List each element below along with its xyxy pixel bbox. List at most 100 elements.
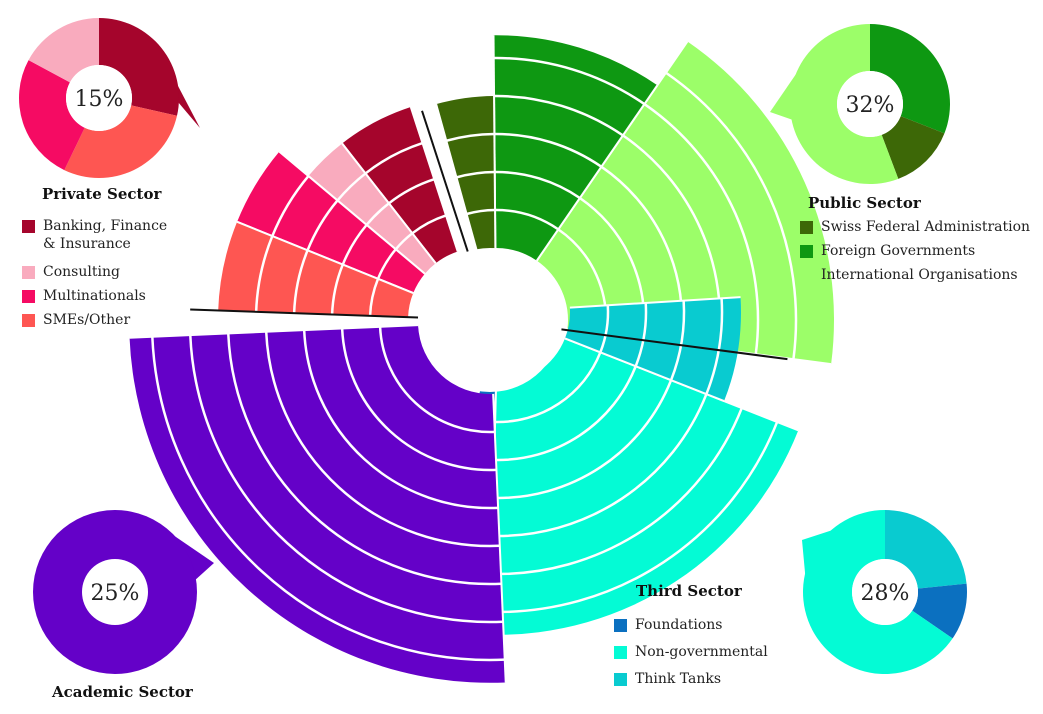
donut-slice-think-tanks — [885, 510, 967, 589]
donut-slice-banking-finance-insurance — [99, 18, 179, 116]
private-sector-legend: Banking, Finance & Insurance Consulting … — [22, 217, 182, 335]
radial-separator — [341, 142, 437, 264]
donut-slice-international-organisations — [790, 24, 899, 184]
sector-share-label: 32% — [846, 93, 895, 118]
sector-share-label: 15% — [75, 87, 124, 112]
ring-separator — [189, 335, 504, 624]
ring-separator — [634, 302, 648, 367]
radial-separator — [535, 84, 659, 262]
sector-boundary — [190, 308, 419, 319]
radial-separator — [278, 150, 426, 275]
sector-share-label: 25% — [91, 581, 140, 606]
ring-separator — [493, 379, 673, 500]
legend-item-multinationals: Multinationals — [22, 287, 182, 305]
sector-boundary — [561, 328, 788, 361]
center-hole — [418, 248, 562, 392]
legend-swatch — [614, 646, 627, 659]
ring-separator — [341, 224, 368, 266]
ring-separator — [330, 264, 344, 315]
sector-private — [218, 106, 459, 319]
donut-hole — [837, 71, 903, 137]
ring-separator — [271, 175, 310, 237]
ring-separator — [292, 249, 309, 314]
legend-swatch — [800, 221, 813, 234]
segment-international-organisations — [536, 41, 834, 365]
polar-chart — [129, 35, 834, 683]
segment-non-governmental — [489, 338, 799, 635]
ring-separator — [493, 56, 646, 106]
legend-swatch — [614, 619, 627, 632]
donut-slice-swiss-federal-administration — [881, 116, 945, 179]
third-sector-title: Third Sector — [636, 582, 742, 600]
legend-label: Banking, Finance & Insurance — [43, 218, 168, 252]
segment-multinationals — [237, 151, 425, 294]
ring-separator — [388, 178, 435, 205]
ring-separator — [492, 393, 708, 538]
legend-item-consulting: Consulting — [22, 263, 182, 281]
ring-separator — [494, 94, 624, 137]
ring-separator — [494, 365, 637, 462]
ring-separator — [302, 330, 499, 510]
legend-item-foreign-gov: Foreign Governments — [800, 242, 1030, 260]
donut-slice-multinationals — [18, 60, 85, 171]
legend-label: Swiss Federal Administration — [821, 219, 1031, 235]
ring-separator — [495, 208, 560, 231]
legend-swatch — [22, 266, 35, 279]
donut-slice-foreign-governments — [870, 24, 950, 134]
legend-label: Consulting — [43, 264, 120, 280]
legend-item-ngo: Non-governmental — [614, 643, 768, 661]
legend-label: Foundations — [635, 617, 723, 633]
ring-separator — [151, 336, 505, 662]
legend-swatch — [614, 673, 627, 686]
ring-separator — [306, 199, 339, 251]
segment-banking-finance-insurance — [342, 106, 458, 264]
legend-item-banking: Banking, Finance & Insurance — [22, 217, 182, 253]
segment-think-tanks — [564, 297, 741, 402]
sector-boundary — [421, 110, 469, 252]
segment-foreign-governments — [493, 35, 658, 261]
legend-swatch — [22, 290, 35, 303]
radial-separator — [435, 103, 478, 251]
private-sector-title: Private Sector — [42, 185, 162, 203]
ring-separator — [364, 141, 423, 175]
ring-separator — [340, 328, 497, 472]
segment-academic — [129, 325, 506, 683]
sector-share-label: 28% — [861, 581, 910, 606]
donut-hole — [82, 559, 148, 625]
radial-separator — [492, 393, 507, 683]
ring-separator — [495, 351, 602, 424]
callout-donut-third: 28% — [802, 510, 968, 674]
callout-donut-public: 32% — [770, 24, 950, 184]
radial-separator — [129, 324, 419, 339]
radial-separator — [569, 296, 741, 309]
radial-separator — [564, 337, 725, 402]
donut-hole — [66, 65, 132, 131]
legend-swatch — [22, 220, 35, 233]
third-sector-legend: Foundations Non-governmental Think Tanks — [614, 616, 768, 694]
legend-label: Non-governmental — [635, 644, 768, 660]
ring-separator — [643, 103, 760, 355]
legend-item-swiss-federal: Swiss Federal Administration — [800, 218, 1030, 236]
legend-label: SMEs/Other — [43, 312, 131, 328]
legend-swatch — [800, 269, 813, 282]
sector-academic — [129, 324, 507, 683]
donut-hole — [852, 559, 918, 625]
legend-item-think-tanks: Think Tanks — [614, 670, 768, 688]
ring-separator — [705, 298, 724, 395]
ring-separator — [669, 300, 686, 381]
legend-swatch — [22, 314, 35, 327]
legend-label: Multinationals — [43, 288, 146, 304]
ring-separator — [491, 407, 743, 576]
academic-sector-title: Academic Sector — [52, 683, 193, 701]
callout-donut-academic: 25% — [33, 510, 214, 674]
legend-swatch — [800, 245, 813, 258]
public-sector-legend: Swiss Federal Administration Foreign Gov… — [800, 218, 1030, 290]
radial-separator — [409, 106, 459, 252]
callout-donut-private: 15% — [18, 18, 200, 179]
radial-separator — [493, 95, 497, 249]
ring-separator — [254, 235, 274, 313]
ring-separator — [599, 305, 610, 353]
ring-separator — [494, 132, 603, 168]
ring-separator — [494, 170, 581, 200]
